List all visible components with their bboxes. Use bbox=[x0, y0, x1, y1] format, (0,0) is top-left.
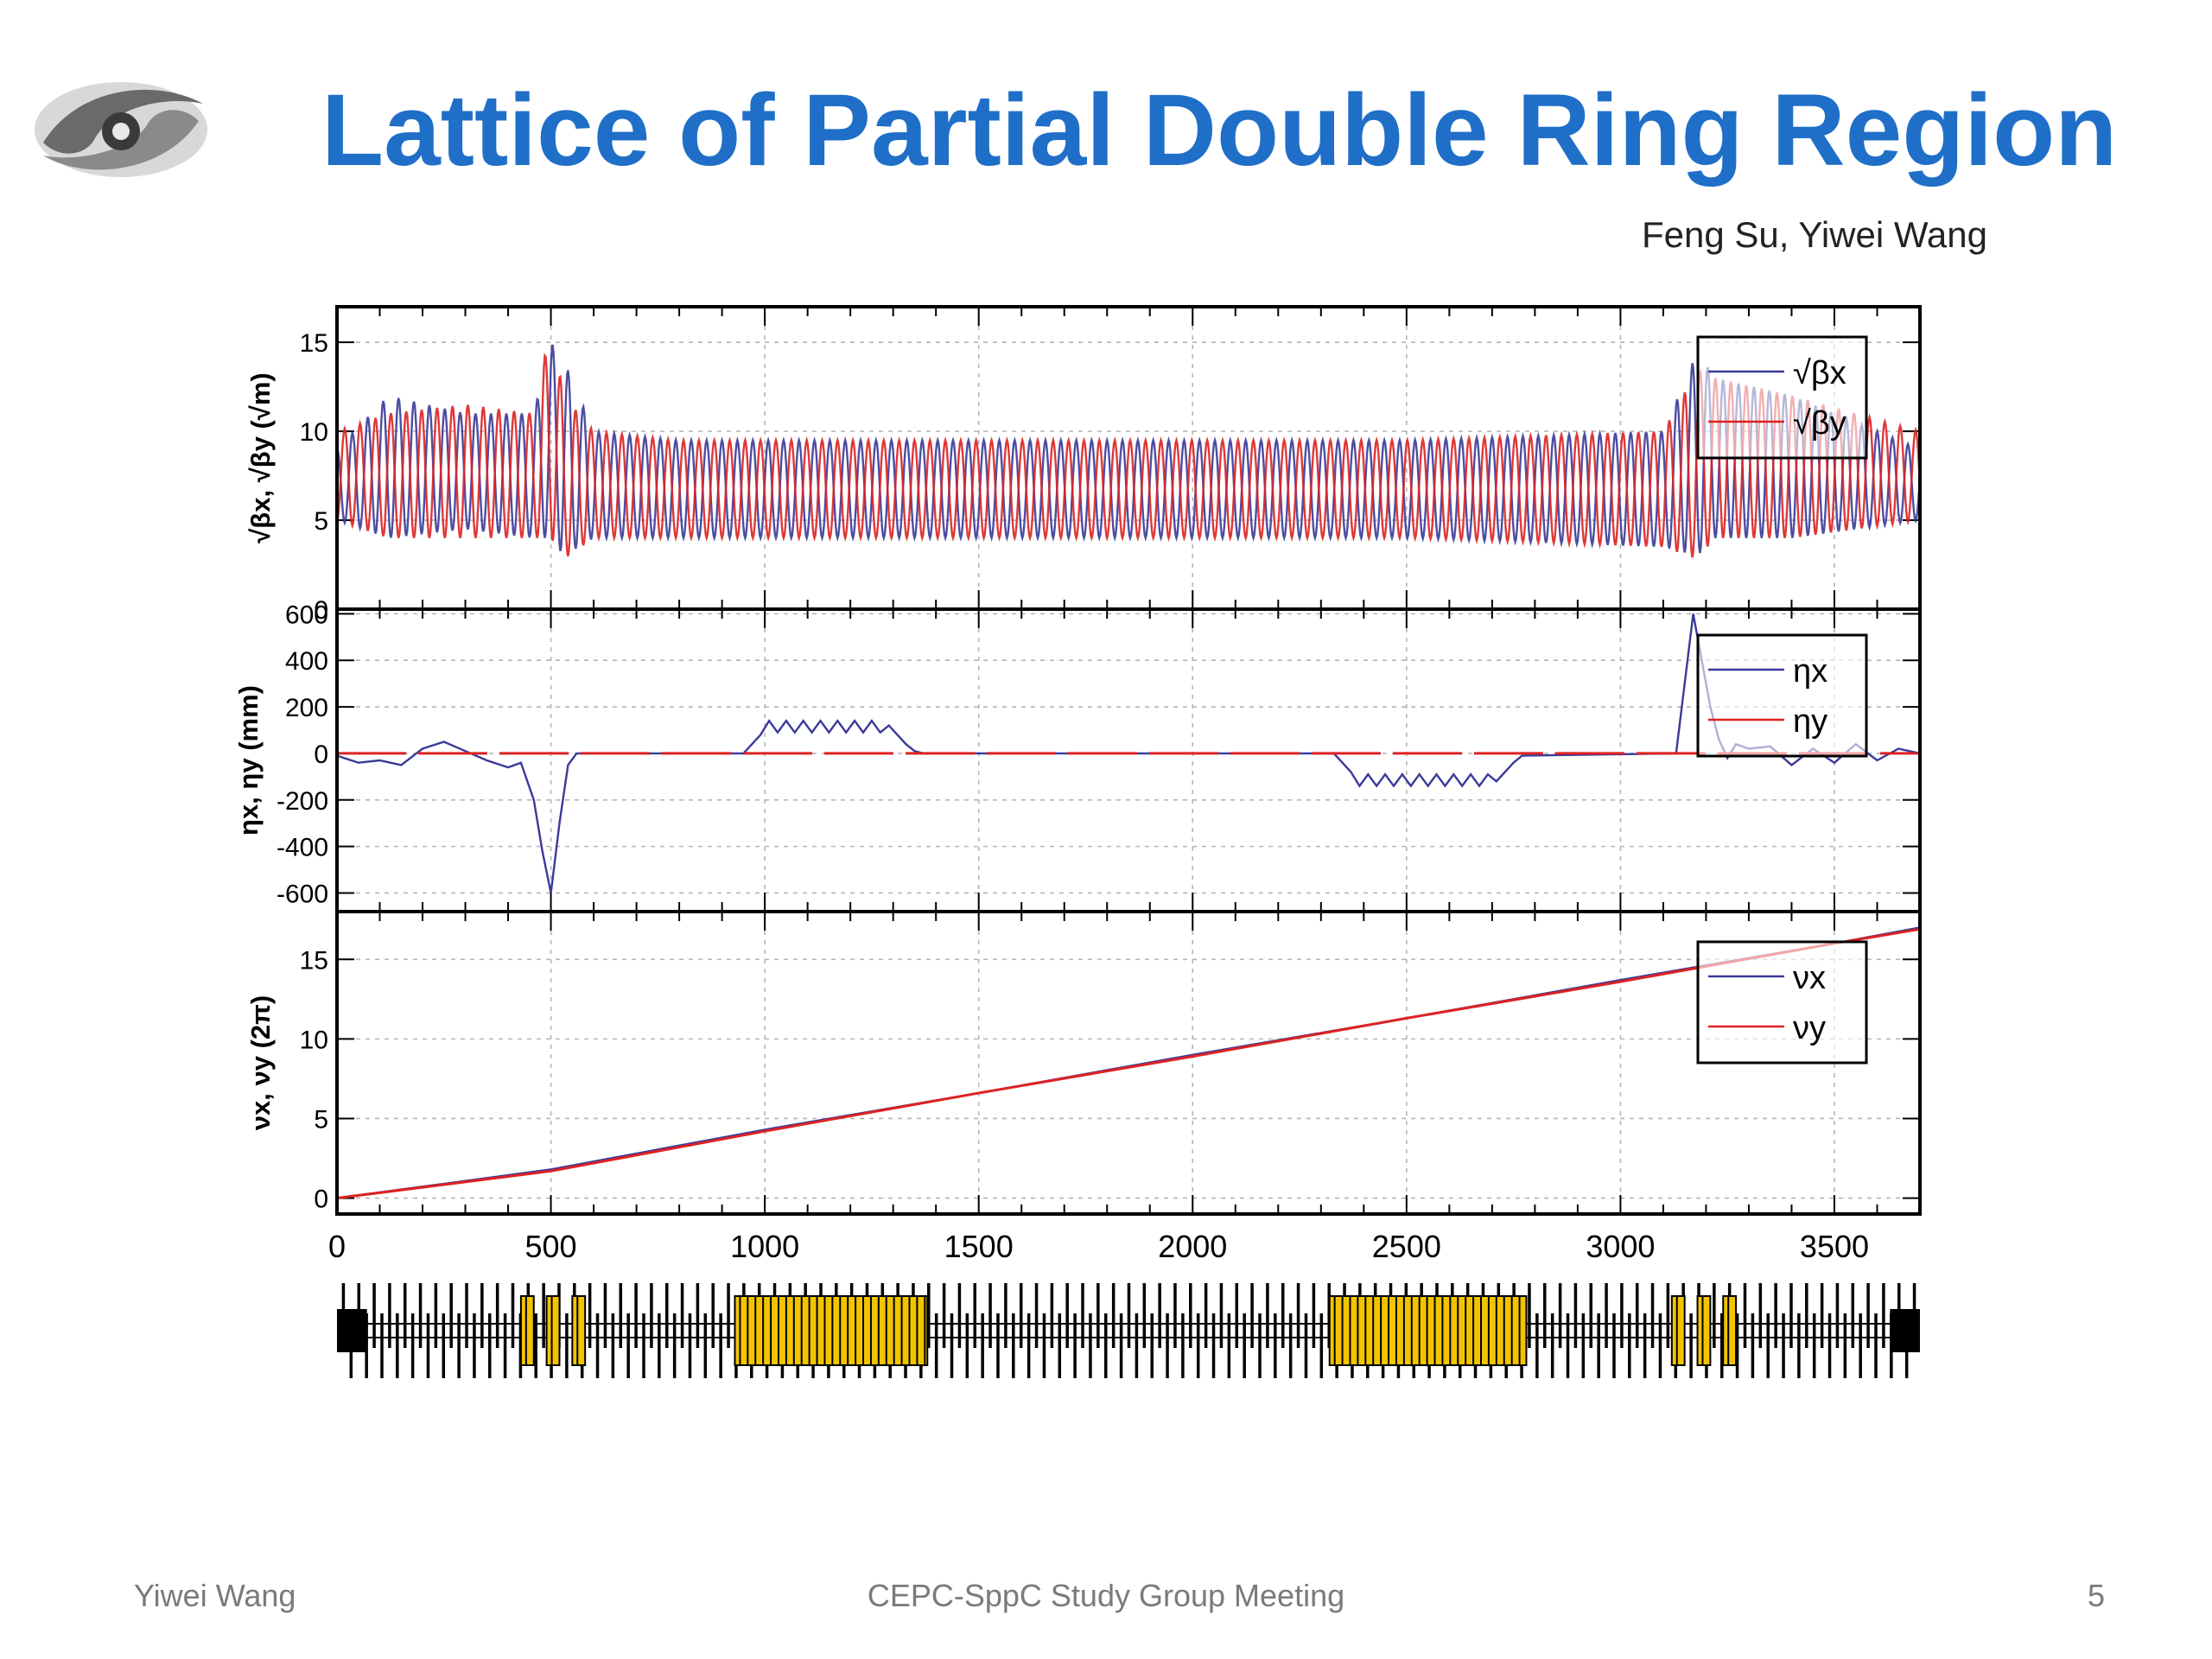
end-block bbox=[337, 1309, 367, 1352]
y-tick-label: 15 bbox=[300, 329, 328, 358]
dipole-block bbox=[571, 1295, 587, 1366]
footer-meeting: CEPC-SppC Study Group Meeting bbox=[867, 1578, 1345, 1613]
series-line-y bbox=[335, 353, 1922, 558]
y-tick-label: -400 bbox=[276, 834, 328, 862]
legend: √βx √βy bbox=[1696, 335, 1868, 460]
x-tick-label: 1500 bbox=[944, 1229, 1014, 1264]
page-number: 5 bbox=[2087, 1578, 2105, 1613]
dipole-block bbox=[1670, 1295, 1686, 1366]
legend: νx νy bbox=[1696, 940, 1868, 1065]
y-tick-label: 0 bbox=[314, 741, 328, 769]
series-group bbox=[336, 926, 1921, 1200]
chart-panel-3: 0 5 10 15 νx, νy (2π) νx νy 0 500 1000 1500 2000 250… bbox=[245, 910, 1922, 1264]
y-axis-label: √βx, √βy (√m) bbox=[245, 372, 276, 543]
x-tick-label: 500 bbox=[525, 1229, 577, 1264]
series-line-y bbox=[336, 927, 1921, 1200]
y-tick-label: -600 bbox=[276, 880, 328, 908]
y-axis-label: ηx, ηy (mm) bbox=[233, 685, 264, 836]
plot-frame bbox=[335, 910, 1922, 1216]
series-line-x bbox=[336, 344, 1922, 554]
y-axis-label: νx, νy (2π) bbox=[245, 995, 276, 1130]
legend-label: √βy bbox=[1793, 405, 1847, 442]
x-tick-label: 1000 bbox=[730, 1229, 799, 1264]
y-tick-label: 15 bbox=[300, 946, 328, 975]
legend: ηx ηy bbox=[1696, 633, 1868, 758]
dipole-block bbox=[1696, 1295, 1712, 1366]
legend-box bbox=[1696, 335, 1868, 460]
y-tick-label: 10 bbox=[300, 418, 328, 447]
y-tick-label: 400 bbox=[285, 647, 328, 676]
dipole-block bbox=[545, 1295, 561, 1366]
footer-author: Yiwei Wang bbox=[134, 1578, 296, 1613]
legend-box bbox=[1696, 940, 1868, 1065]
legend-label: ηy bbox=[1793, 703, 1827, 740]
series-group bbox=[335, 344, 1922, 558]
x-tick-label: 3500 bbox=[1800, 1229, 1869, 1264]
legend-label: νy bbox=[1793, 1010, 1826, 1046]
x-tick-label: 3000 bbox=[1586, 1229, 1655, 1264]
y-tick-label: -200 bbox=[276, 787, 328, 816]
y-tick-label: 200 bbox=[285, 694, 328, 722]
series-line-x bbox=[336, 926, 1921, 1199]
chart-panel-1: 0 5 10 15 √βx, √βy (√m) √βx √βy bbox=[245, 305, 1922, 625]
plot-frame bbox=[335, 607, 1922, 913]
legend-box bbox=[1696, 633, 1868, 758]
dipole-block bbox=[519, 1295, 535, 1366]
y-tick-label: 5 bbox=[314, 507, 328, 536]
dipole-block bbox=[1722, 1295, 1738, 1366]
y-tick-label: 0 bbox=[314, 1185, 328, 1214]
chart-panel-2: -600 -400 -200 0 200 400 600 ηx, ηy (mm) ηx ηy bbox=[233, 601, 1922, 913]
x-tick-label: 2500 bbox=[1372, 1229, 1441, 1264]
legend-label: ηx bbox=[1793, 653, 1827, 690]
x-tick-label: 2000 bbox=[1158, 1229, 1227, 1264]
authors: Feng Su, Yiwei Wang bbox=[1642, 214, 1987, 255]
legend-label: νx bbox=[1793, 960, 1826, 996]
y-tick-label: 5 bbox=[314, 1105, 328, 1134]
lattice-layout-bar bbox=[337, 1283, 1920, 1378]
series-group bbox=[336, 613, 1921, 893]
y-tick-label: 0 bbox=[314, 596, 328, 625]
x-tick-label: 0 bbox=[328, 1229, 346, 1264]
dipole-block bbox=[734, 1295, 929, 1366]
end-block bbox=[1890, 1309, 1920, 1352]
y-tick-label: 10 bbox=[300, 1026, 328, 1054]
institute-logo-icon bbox=[35, 82, 207, 177]
y-tick-label: 600 bbox=[285, 601, 328, 629]
slide-title: Lattice of Partial Double Ring Region bbox=[321, 73, 2118, 188]
legend-label: √βx bbox=[1793, 355, 1847, 391]
